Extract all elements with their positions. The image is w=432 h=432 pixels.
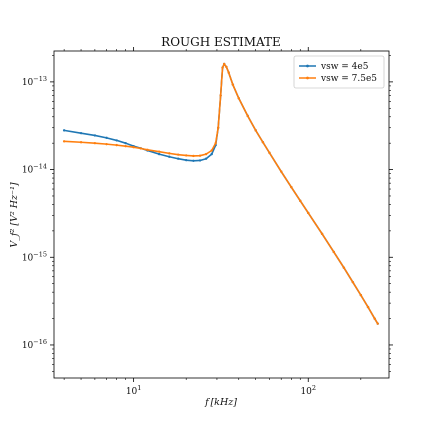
- legend-label-1: vsw = 4e5: [320, 62, 369, 72]
- series-2-point: [204, 152, 208, 156]
- series-2-point: [157, 150, 161, 153]
- series-2-point: [359, 293, 363, 297]
- series-2-point: [132, 145, 135, 149]
- y-tick-label: 10−15: [22, 250, 47, 263]
- y-tick-label: 10−13: [22, 75, 47, 88]
- series-1-point: [176, 157, 180, 160]
- series-2-point: [105, 142, 108, 146]
- series-2-point: [214, 141, 217, 145]
- series-2-point: [184, 154, 188, 157]
- series-2-point: [198, 154, 202, 157]
- x-tick-label: 102: [300, 384, 316, 397]
- series-1-point: [198, 159, 202, 162]
- series-2-point: [210, 149, 213, 152]
- y-tick-label: 10−14: [22, 163, 47, 176]
- series-1-point: [115, 139, 118, 142]
- series-2-point: [139, 147, 143, 150]
- series-2-point: [254, 129, 257, 132]
- series-2-point: [219, 94, 222, 97]
- y-axis-label: V_f² [V² Hz⁻¹]: [9, 182, 20, 247]
- series-2-point: [176, 153, 180, 156]
- legend-marker-2: [306, 76, 309, 80]
- series-2-point: [332, 250, 335, 254]
- series-line-2: [64, 63, 379, 325]
- series-2-point: [225, 65, 228, 69]
- series-1-point: [79, 131, 83, 135]
- series-line-1: [63, 63, 379, 325]
- legend-label-2: vsw = 7.5e5: [320, 74, 377, 84]
- series-2-point: [227, 71, 230, 74]
- series-1-point: [184, 158, 188, 162]
- series-1-point: [204, 157, 208, 160]
- series-2-point: [342, 266, 346, 269]
- series-2-point: [231, 83, 235, 86]
- series-2-point: [192, 154, 195, 158]
- series-2-point: [320, 232, 324, 236]
- series-1-point: [93, 134, 97, 137]
- series-1-point: [157, 152, 161, 156]
- series-2-point: [237, 97, 240, 100]
- series-1-point: [210, 152, 213, 156]
- series-2-point: [246, 114, 249, 118]
- series-2-point: [79, 141, 83, 144]
- series-2-point: [221, 66, 224, 69]
- series-2-point: [115, 143, 118, 147]
- axes-frame: [53, 50, 390, 379]
- series-2-point: [261, 141, 265, 144]
- plot-area: 101 102 10−16 10−15 10−14 10−13: [22, 47, 393, 397]
- y-tick-label: 10−16: [22, 338, 47, 351]
- series-2-point: [307, 211, 310, 215]
- series-2-point: [168, 152, 171, 155]
- series-2-point: [373, 317, 376, 320]
- legend-box: [293, 55, 385, 89]
- series-2-point: [222, 62, 226, 66]
- series-2-point: [268, 151, 271, 155]
- series-1-point: [168, 155, 171, 158]
- series-1-point: [124, 141, 127, 145]
- x-axis-label: f [kHz]: [204, 397, 237, 408]
- series-2-point: [216, 126, 220, 129]
- chart-title: ROUGH ESTIMATE: [161, 35, 281, 49]
- series-1-point: [105, 136, 108, 140]
- legend: vsw = 4e5 vsw = 7.5e5: [293, 55, 385, 89]
- series-2-point: [146, 148, 149, 152]
- x-tick-label: 101: [126, 384, 142, 397]
- series-1-point: [192, 159, 195, 162]
- series-2-point: [62, 140, 66, 143]
- series-2-point: [299, 199, 302, 203]
- series-2-point: [93, 141, 97, 145]
- series-2-point: [290, 185, 293, 189]
- series-2-point: [351, 280, 355, 284]
- series-2-point: [366, 305, 370, 309]
- series-2-point: [280, 170, 283, 173]
- legend-marker-1: [306, 64, 309, 68]
- series-1-point: [62, 129, 66, 132]
- series-2-point: [376, 322, 379, 325]
- series-2-point: [124, 144, 127, 148]
